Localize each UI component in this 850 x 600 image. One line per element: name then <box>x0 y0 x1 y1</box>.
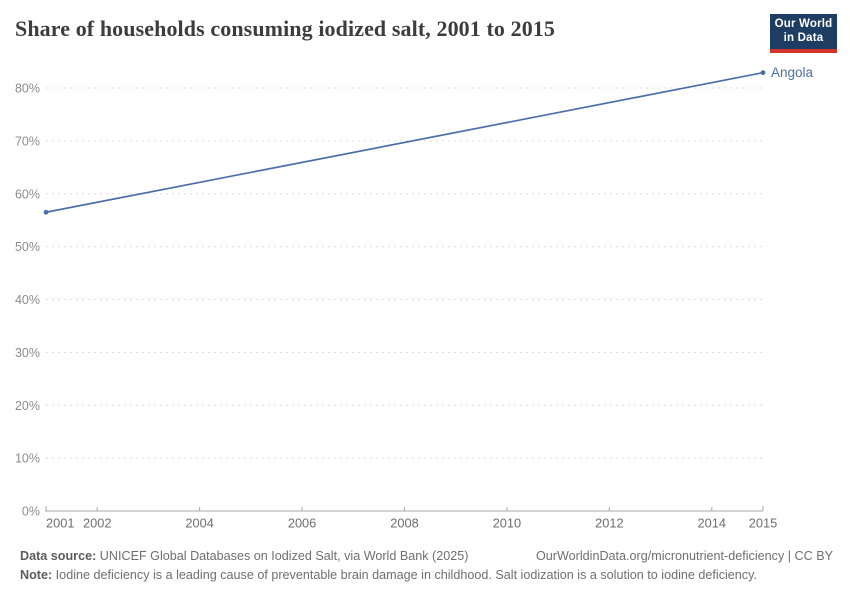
owid-logo[interactable]: Our World in Data <box>770 14 837 53</box>
x-axis-tick-label: 2004 <box>185 516 213 531</box>
y-axis-tick-label: 10% <box>15 452 40 466</box>
x-axis-tick-label: 2010 <box>493 516 521 531</box>
y-axis-tick-label: 0% <box>22 505 40 519</box>
footer-source-row: Data source: UNICEF Global Databases on … <box>20 547 833 565</box>
note-value: Iodine deficiency is a leading cause of … <box>52 568 757 583</box>
y-axis-tick-label: 50% <box>15 240 40 254</box>
owid-logo-text-line1: Our World <box>774 18 833 30</box>
series-line-angola[interactable] <box>45 71 764 214</box>
y-axis-tick-label: 30% <box>15 346 40 360</box>
line-endpoint-dot <box>43 209 49 215</box>
owid-logo-text-line2: in Data <box>783 31 824 44</box>
y-axis-tick-label: 40% <box>15 293 40 307</box>
y-axis-tick-label: 60% <box>15 187 40 201</box>
y-axis-tick-label: 20% <box>15 399 40 413</box>
owid-url-link[interactable]: OurWorldinData.org/micronutrient-deficie… <box>536 549 833 563</box>
y-axis-tick-label: 80% <box>15 82 40 96</box>
x-axis-tick-label: 2002 <box>83 516 111 531</box>
chart-footer: Data source: UNICEF Global Databases on … <box>20 547 833 585</box>
line-endpoint-dot <box>760 70 766 76</box>
x-axis-tick-label: 2012 <box>595 516 623 531</box>
x-axis-tick-label: 2015 <box>749 516 777 531</box>
x-axis-tick-label: 2006 <box>288 516 316 531</box>
note-label: Note: <box>20 568 53 583</box>
y-axis-tick-label: 70% <box>15 134 40 148</box>
data-source-label: Data source: <box>20 549 97 563</box>
entity-label-angola[interactable]: Angola <box>771 65 814 80</box>
x-axis-tick-label: 2001 <box>46 516 74 531</box>
x-axis-tick-label: 2008 <box>390 516 418 531</box>
line-chart: 0% 10% 20% 30% 40% 50% 60% 70% 80% 2001 2002 2004 20… <box>15 65 814 531</box>
chart-title: Share of households consuming iodized sa… <box>15 16 555 41</box>
data-source-text: Data source: UNICEF Global Databases on … <box>20 547 468 565</box>
data-source-value: UNICEF Global Databases on Iodized Salt,… <box>96 549 469 563</box>
x-axis-tick-label: 2014 <box>698 516 726 531</box>
footer-note: Note: Iodine deficiency is a leading cau… <box>20 566 833 584</box>
